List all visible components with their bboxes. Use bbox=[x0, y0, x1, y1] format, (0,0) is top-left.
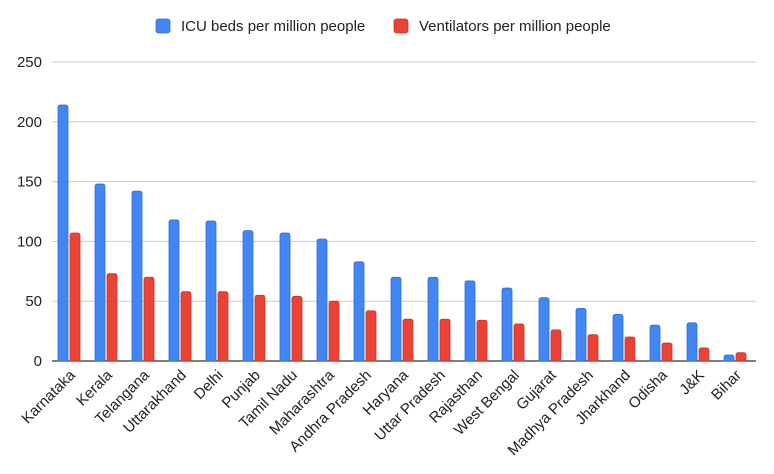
bar-icu-beds bbox=[686, 322, 698, 362]
bar-ventilators bbox=[402, 318, 414, 362]
bar-icu-beds bbox=[649, 324, 661, 362]
bar-ventilators bbox=[217, 291, 229, 362]
x-category-label: Bihar bbox=[708, 367, 745, 404]
gridlines bbox=[52, 61, 756, 362]
legend-label: Ventilators per million people bbox=[419, 18, 611, 35]
y-tick-label: 250 bbox=[17, 54, 42, 71]
bar-ventilators bbox=[735, 352, 747, 362]
legend-swatch bbox=[393, 18, 409, 34]
x-category-label: Odisha bbox=[625, 366, 671, 412]
bar-icu-beds bbox=[279, 232, 291, 362]
y-tick-label: 150 bbox=[17, 174, 42, 191]
y-tick-label: 0 bbox=[34, 353, 42, 370]
bar-ventilators bbox=[69, 232, 81, 362]
bar-ventilators bbox=[180, 291, 192, 362]
bar-ventilators bbox=[587, 334, 599, 362]
bar-icu-beds bbox=[575, 307, 587, 362]
bar-ventilators bbox=[513, 323, 525, 362]
bar-icu-beds bbox=[538, 297, 550, 362]
legend: ICU beds per million people Ventilators p… bbox=[155, 18, 611, 35]
bar-icu-beds bbox=[205, 220, 217, 362]
bar-ventilators bbox=[698, 347, 710, 362]
bar-icu-beds bbox=[131, 190, 143, 362]
x-category-label: Karnataka bbox=[18, 366, 79, 427]
bar-ventilators bbox=[291, 296, 303, 362]
bar-icu-beds bbox=[390, 276, 402, 362]
bar-ventilators bbox=[550, 329, 562, 362]
bar-ventilators bbox=[254, 294, 266, 362]
bar-ventilators bbox=[661, 342, 673, 362]
bar-ventilators bbox=[143, 276, 155, 362]
y-tick-label: 200 bbox=[17, 114, 42, 131]
y-tick-label: 50 bbox=[25, 293, 42, 310]
y-axis-ticks: 0 50 100 150 200 250 bbox=[17, 54, 42, 370]
bar-icu-beds bbox=[316, 238, 328, 362]
bar-ventilators bbox=[439, 318, 451, 362]
bar-icu-beds bbox=[94, 183, 106, 362]
bar-ventilators bbox=[365, 310, 377, 362]
legend-swatch bbox=[155, 18, 171, 34]
bars bbox=[57, 104, 747, 362]
bar-icu-beds bbox=[501, 287, 513, 362]
bar-icu-beds bbox=[464, 280, 476, 362]
bar-ventilators bbox=[476, 319, 488, 362]
bar-icu-beds bbox=[723, 354, 735, 362]
bar-icu-beds bbox=[168, 219, 180, 362]
bar-icu-beds bbox=[242, 230, 254, 362]
bar-ventilators bbox=[624, 336, 636, 362]
bar-ventilators bbox=[328, 300, 340, 362]
y-tick-label: 100 bbox=[17, 233, 42, 250]
bar-icu-beds bbox=[353, 261, 365, 362]
legend-label: ICU beds per million people bbox=[181, 18, 365, 35]
bar-icu-beds bbox=[612, 313, 624, 362]
bar-icu-beds bbox=[57, 104, 69, 362]
bar-ventilators bbox=[106, 273, 118, 362]
bar-icu-beds bbox=[427, 276, 439, 362]
x-category-label: J&K bbox=[676, 367, 707, 398]
